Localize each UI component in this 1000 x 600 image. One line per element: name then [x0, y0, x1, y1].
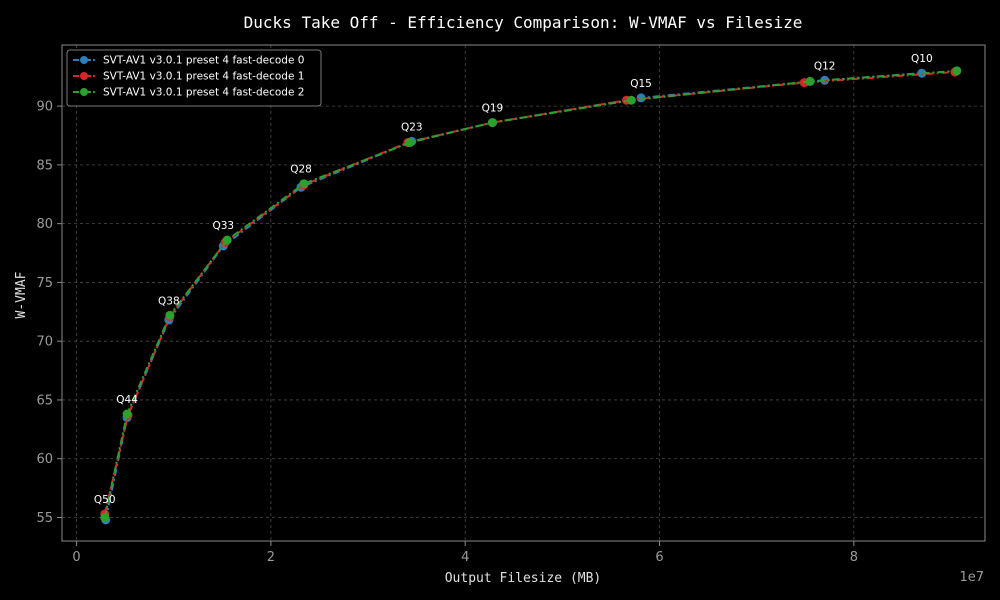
y-tick-label: 60: [36, 452, 53, 467]
point-annotation: Q15: [630, 78, 652, 90]
x-tick-label: 0: [72, 550, 80, 565]
data-point: [405, 138, 415, 148]
legend-item: SVT-AV1 v3.0.1 preset 4 fast-decode 2: [73, 87, 304, 99]
point-annotation: Q50: [94, 494, 116, 506]
annotation-layer: Q50 Q44 Q38 Q33 Q28 Q23 Q19 Q15 Q12 Q10: [94, 53, 933, 506]
data-point: [626, 95, 636, 105]
point-annotation: Q28: [290, 164, 312, 176]
x-tick-label: 4: [461, 550, 469, 565]
point-annotation: Q23: [401, 121, 423, 133]
data-point: [165, 310, 175, 320]
legend-swatch-marker: [80, 72, 88, 80]
data-point: [917, 68, 927, 78]
legend-swatch-marker: [80, 56, 88, 64]
data-point: [805, 76, 815, 86]
y-axis-label: W-VMAF: [14, 271, 29, 318]
data-point: [100, 512, 110, 522]
series-line: [103, 71, 955, 515]
data-point: [122, 409, 132, 419]
y-tick-label: 65: [36, 393, 53, 408]
legend-label: SVT-AV1 v3.0.1 preset 4 fast-decode 0: [103, 55, 304, 67]
legend: SVT-AV1 v3.0.1 preset 4 fast-decode 0 SVT…: [66, 49, 322, 107]
legend-swatch-marker: [80, 88, 88, 96]
point-annotation: Q33: [212, 220, 234, 232]
plot-frame: [61, 44, 986, 542]
data-point: [636, 93, 646, 103]
grid-layer: [62, 45, 985, 541]
legend-item: SVT-AV1 v3.0.1 preset 4 fast-decode 1: [73, 71, 304, 83]
legend-item: SVT-AV1 v3.0.1 preset 4 fast-decode 0: [73, 55, 304, 67]
x-tick-label: 2: [267, 550, 275, 565]
legend-label: SVT-AV1 v3.0.1 preset 4 fast-decode 2: [103, 87, 304, 99]
data-point: [222, 235, 232, 245]
point-annotation: Q10: [911, 53, 933, 65]
ticks-layer: 0 2 4 6 8 55 60 65 70 75 80 85 90: [36, 100, 858, 565]
y-tick-label: 85: [36, 158, 53, 173]
y-tick-label: 90: [36, 100, 53, 115]
data-point: [487, 118, 497, 128]
data-point: [952, 66, 962, 76]
x-tick-label: 8: [850, 550, 858, 565]
data-point: [299, 179, 309, 189]
legend-box: [66, 49, 322, 107]
y-tick-label: 80: [36, 217, 53, 232]
series-layer: [100, 66, 962, 525]
x-tick-label: 6: [655, 550, 663, 565]
point-annotation: Q38: [158, 295, 180, 307]
x-axis-offset-label: 1e7: [959, 570, 984, 585]
chart-title: Ducks Take Off - Efficiency Comparison: …: [244, 13, 803, 32]
y-tick-label: 75: [36, 276, 53, 291]
series-line: [103, 69, 957, 518]
series-2: [100, 66, 962, 522]
y-tick-label: 70: [36, 335, 53, 350]
legend-label: SVT-AV1 v3.0.1 preset 4 fast-decode 1: [103, 71, 304, 83]
y-tick-label: 55: [36, 511, 53, 526]
point-annotation: Q19: [482, 103, 504, 115]
point-annotation: Q12: [814, 60, 836, 72]
point-annotation: Q44: [116, 394, 138, 406]
x-axis-label: Output Filesize (MB): [445, 571, 602, 586]
